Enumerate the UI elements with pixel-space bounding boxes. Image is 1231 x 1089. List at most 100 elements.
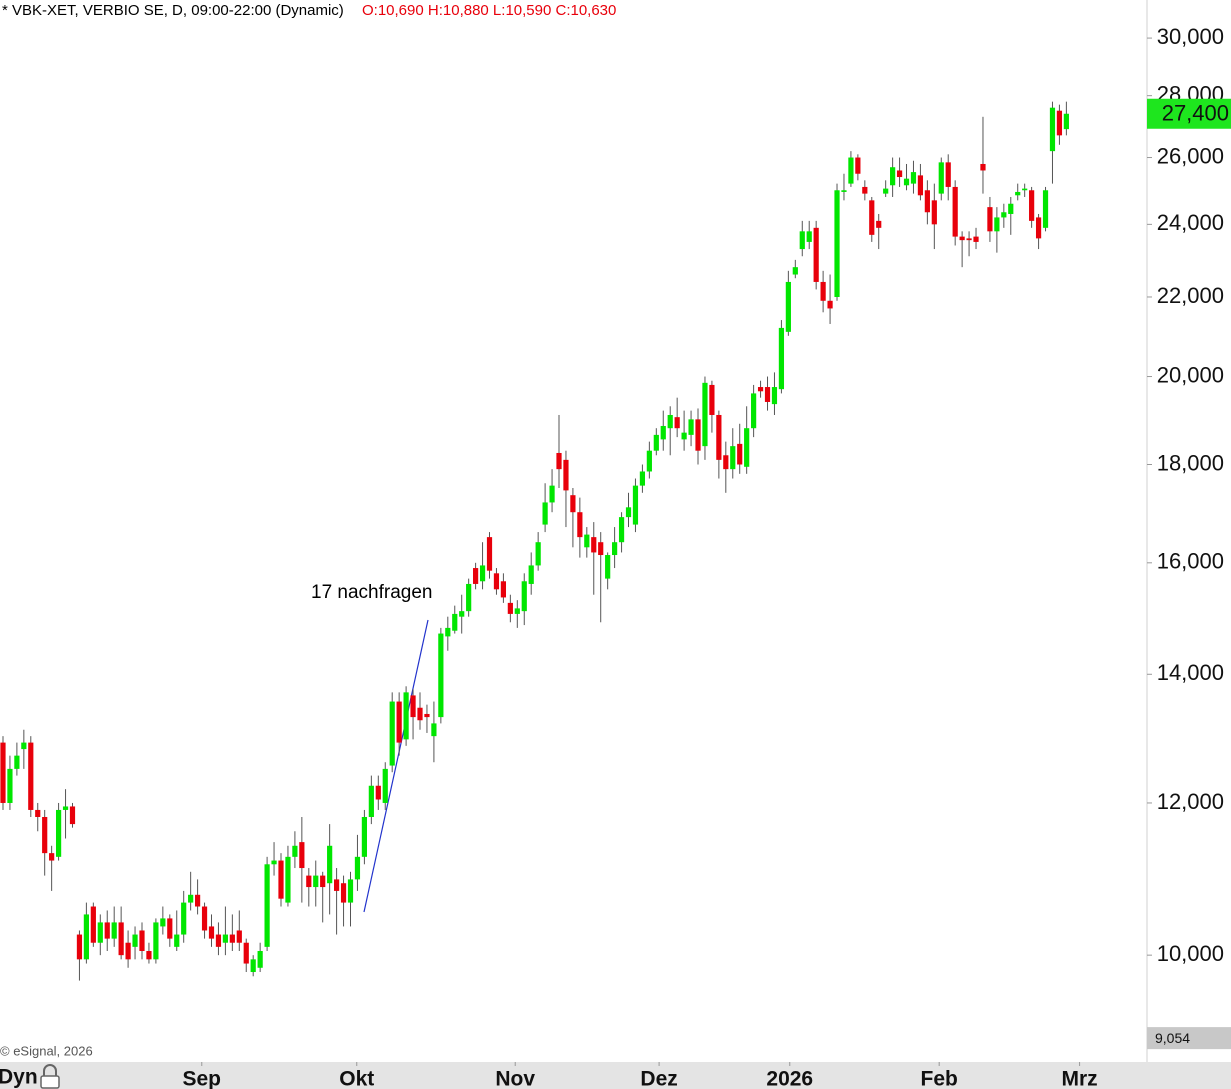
candle-body — [382, 768, 388, 803]
candle-body — [327, 845, 333, 884]
candle-body — [21, 742, 27, 750]
candle-body — [1042, 190, 1049, 228]
candle-body — [973, 236, 979, 242]
candle-body — [994, 217, 1000, 232]
candle-body — [730, 446, 736, 470]
candle-body — [653, 434, 659, 451]
candle-body — [591, 537, 597, 553]
candle-body — [1056, 110, 1063, 136]
y-tick-label: 22,000 — [1157, 283, 1224, 308]
candle-body — [646, 450, 652, 472]
candle-body — [910, 172, 917, 184]
lock-icon[interactable] — [40, 1064, 60, 1089]
candle-body — [466, 583, 472, 612]
candle-body — [876, 220, 882, 228]
candle-body — [535, 542, 541, 566]
candle-body — [69, 806, 76, 825]
candle-body — [737, 443, 743, 465]
candle-body — [549, 485, 555, 503]
candle-body — [813, 227, 819, 282]
candle-body — [229, 934, 235, 943]
candle-body — [598, 542, 604, 556]
candle-body — [945, 162, 951, 187]
candle-body — [757, 387, 764, 392]
candle-body — [55, 809, 62, 857]
bottom-marker-label: 9,054 — [1155, 1030, 1190, 1046]
candle-body — [452, 613, 458, 631]
candle-body — [257, 950, 263, 968]
candle-body — [577, 512, 583, 538]
candle-body — [639, 471, 646, 486]
candle-body — [771, 387, 778, 405]
candle-body — [334, 879, 340, 891]
candle-body — [1015, 191, 1021, 196]
candle-body — [966, 238, 972, 241]
candle-body — [368, 785, 374, 817]
candle-body — [785, 281, 791, 332]
candle-body — [340, 883, 347, 903]
candle-body — [160, 918, 166, 927]
candle-body — [764, 387, 771, 402]
candle-body — [285, 856, 291, 903]
candle-body — [1035, 217, 1042, 239]
candle-body — [799, 231, 805, 250]
candle-body — [556, 452, 562, 470]
y-tick-label: 24,000 — [1157, 210, 1224, 235]
candle-body — [83, 914, 89, 960]
candle-body — [896, 170, 903, 178]
ohlc-readout: O:10,690 H:10,880 L:10,590 C:10,630 — [362, 2, 616, 19]
candle-body — [827, 300, 833, 309]
candle-body — [903, 178, 910, 186]
candle-body — [632, 485, 639, 525]
candle-body — [479, 565, 486, 582]
candle-body — [438, 633, 444, 718]
candle-body — [848, 157, 854, 184]
candle-body — [375, 785, 381, 800]
candle-body — [618, 517, 625, 543]
candle-body — [243, 942, 249, 964]
candle-body — [869, 200, 875, 235]
candle-body — [299, 842, 305, 869]
candle-body — [751, 393, 757, 429]
candle-body — [486, 537, 493, 571]
candle-body — [493, 573, 500, 590]
x-tick-label: Mrz — [1061, 1068, 1097, 1089]
candle-body — [507, 602, 513, 614]
annotation: 17 nachfragen — [311, 582, 433, 603]
candle-body — [181, 902, 187, 935]
copyright: © eSignal, 2026 — [0, 1043, 93, 1058]
candle-body — [528, 565, 534, 584]
candle-body — [938, 162, 944, 194]
candle-body — [90, 906, 96, 943]
candle-body — [313, 875, 319, 888]
candle-body — [7, 768, 13, 803]
price-axis-area — [1147, 0, 1231, 1062]
candle-body — [514, 608, 520, 614]
candle-body — [584, 534, 590, 548]
candle-body — [174, 934, 180, 947]
candle-body — [931, 200, 937, 225]
candle-body — [389, 701, 395, 766]
candle-body — [834, 190, 840, 297]
candle-body — [104, 922, 110, 939]
dyn-button[interactable]: Dyn — [0, 1066, 38, 1089]
candle-body — [625, 507, 632, 518]
x-tick-label: Feb — [921, 1068, 958, 1089]
candles — [0, 101, 1069, 981]
candle-body — [306, 875, 312, 888]
candle-body — [320, 875, 326, 888]
candle-body — [695, 419, 701, 451]
candle-body — [1029, 190, 1035, 221]
x-tick-label: Nov — [495, 1068, 535, 1089]
candle-body — [118, 922, 124, 956]
candle-body — [987, 207, 993, 232]
x-tick-label: Okt — [339, 1068, 374, 1089]
candle-body — [14, 755, 20, 769]
candle-body — [250, 959, 256, 973]
candle-body — [890, 167, 896, 186]
candle-body — [264, 864, 270, 947]
candle-body — [563, 459, 569, 491]
candle-body — [806, 231, 812, 242]
candle-body — [62, 806, 69, 810]
candle-body — [1049, 107, 1056, 152]
